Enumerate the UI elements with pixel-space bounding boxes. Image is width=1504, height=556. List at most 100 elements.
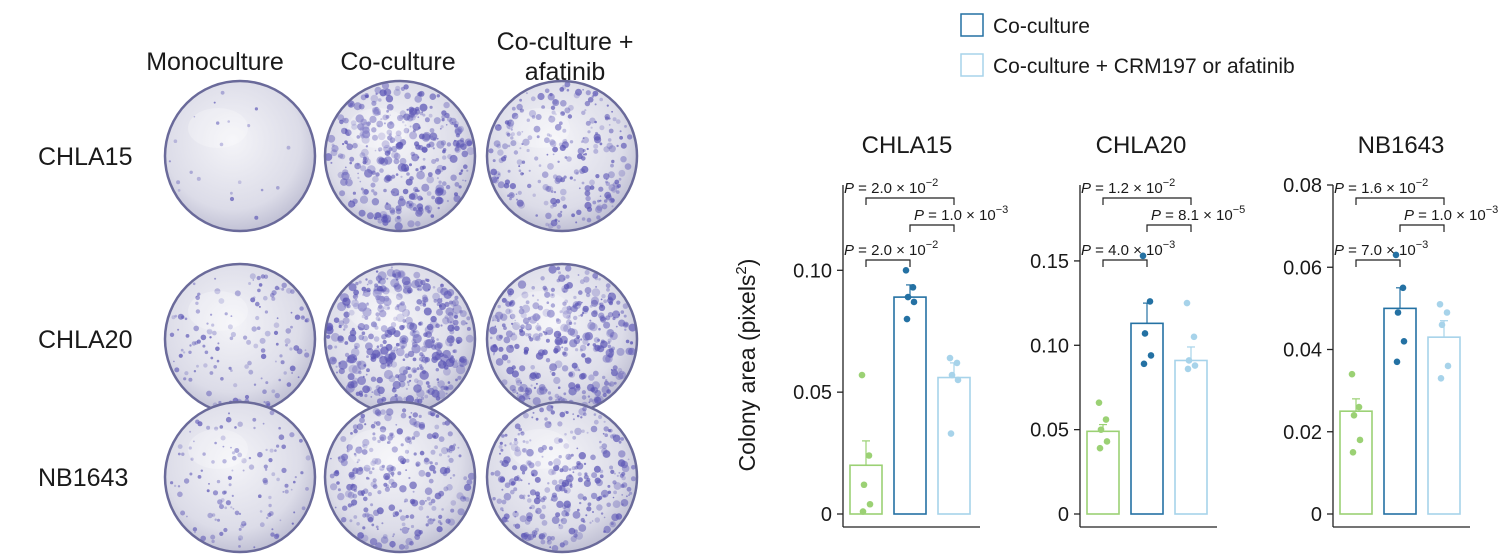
colony-spot (501, 459, 509, 468)
colony-spot (193, 325, 199, 332)
colony-spot (407, 437, 410, 440)
colony-spot (388, 220, 391, 223)
colony-spot (394, 216, 402, 223)
colony-spot (596, 504, 603, 511)
colony-spot (402, 308, 410, 317)
data-point (1191, 362, 1199, 369)
colony-spot (438, 436, 445, 442)
colony-spot (579, 373, 586, 380)
colony-spot (509, 384, 516, 392)
colony-spot (447, 116, 453, 122)
colony-spot (605, 355, 613, 363)
colony-spot (520, 324, 525, 329)
colony-spot (466, 316, 471, 321)
colony-spot (399, 335, 409, 345)
colony-spot (602, 392, 607, 398)
colony-spot (401, 461, 405, 465)
colony-spot (549, 140, 557, 147)
colony-spot (587, 502, 592, 507)
colony-spot (459, 309, 463, 314)
colony-spot (411, 153, 419, 162)
data-point (1394, 309, 1402, 316)
colony-spot (434, 492, 442, 500)
colony-spot (371, 391, 374, 393)
colony-spot (492, 497, 496, 501)
colony-spot (551, 293, 554, 297)
colony-spot (253, 426, 256, 430)
colony-spot (237, 180, 242, 184)
colony-spot (567, 328, 576, 336)
colony-spot (581, 395, 587, 400)
p-coefficient: = 2.0 × 10 (854, 180, 926, 197)
colony-spot (436, 164, 444, 173)
plate-highlight (510, 108, 570, 148)
colony-spot (628, 323, 636, 332)
colony-spot (432, 518, 436, 522)
colony-spot (454, 123, 459, 128)
colony-spot (377, 439, 381, 444)
colony-spot (248, 464, 255, 470)
colony-spot (353, 452, 357, 456)
colony-spot (207, 512, 213, 519)
colony-spot (357, 302, 367, 312)
colony-spot (459, 356, 465, 363)
colony-spot (181, 315, 185, 319)
colony-spot (383, 176, 391, 183)
colony-spot (401, 526, 409, 534)
colony-spot (453, 314, 459, 319)
colony-spot (519, 464, 528, 472)
colony-spot (366, 355, 369, 358)
colony-spot (286, 382, 292, 387)
colony-spot (266, 516, 269, 520)
colony-spot (458, 172, 462, 176)
colony-spot (582, 406, 587, 412)
colony-spot (220, 377, 224, 381)
colony-spot (600, 489, 609, 498)
colony-spot (394, 134, 402, 143)
p-symbol: P (844, 180, 854, 197)
colony-spot (409, 481, 417, 490)
colony-spot (403, 396, 408, 402)
colony-spot (353, 515, 358, 519)
colony-spot (381, 140, 390, 149)
colony-spot (393, 284, 397, 288)
colony-spot (496, 334, 503, 341)
colony-spot (593, 143, 599, 149)
colony-spot (263, 400, 266, 404)
colony-spot (536, 387, 545, 396)
colony-spot (408, 193, 416, 200)
colony-spot (597, 199, 600, 203)
colony-spot (620, 156, 627, 163)
data-point (1355, 403, 1363, 411)
colony-spot (412, 207, 418, 212)
colony-spot (238, 545, 241, 548)
colony-spot (390, 486, 392, 488)
colony-spot (612, 434, 621, 443)
p-coefficient: = 1.0 × 10 (1414, 207, 1486, 224)
colony-spot (378, 394, 381, 397)
colony-spot (495, 358, 504, 366)
colony-spot (362, 335, 368, 342)
colony-spot (394, 222, 403, 230)
colony-spot (330, 161, 333, 164)
plate-highlight (348, 291, 408, 331)
colony-spot (431, 339, 436, 343)
colony-spot (326, 326, 334, 335)
colony-spot (459, 363, 464, 368)
colony-spot (397, 303, 407, 313)
data-point (1147, 352, 1155, 359)
colony-spot (572, 471, 575, 474)
colony-spot (512, 510, 519, 518)
colony-spot (244, 394, 250, 400)
colony-spot (434, 343, 442, 351)
colony-spot (522, 440, 526, 443)
colony-spot (528, 110, 537, 118)
colony-spot (397, 114, 404, 122)
colony-spot (521, 160, 526, 164)
colony-spot (193, 115, 196, 118)
colony-spot (525, 333, 529, 337)
colony-spot (436, 286, 444, 294)
colony-spot (234, 448, 240, 453)
colony-spot (573, 295, 577, 300)
